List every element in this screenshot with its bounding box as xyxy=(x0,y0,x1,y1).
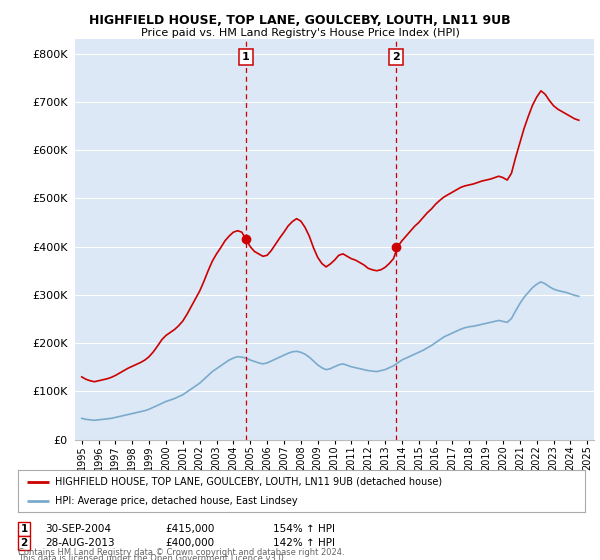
Text: £415,000: £415,000 xyxy=(165,524,214,534)
Text: 1: 1 xyxy=(242,52,250,62)
Text: 2: 2 xyxy=(20,538,28,548)
Text: This data is licensed under the Open Government Licence v3.0.: This data is licensed under the Open Gov… xyxy=(18,554,286,560)
Text: HIGHFIELD HOUSE, TOP LANE, GOULCEBY, LOUTH, LN11 9UB (detached house): HIGHFIELD HOUSE, TOP LANE, GOULCEBY, LOU… xyxy=(55,477,442,487)
Text: HPI: Average price, detached house, East Lindsey: HPI: Average price, detached house, East… xyxy=(55,496,298,506)
Text: Price paid vs. HM Land Registry's House Price Index (HPI): Price paid vs. HM Land Registry's House … xyxy=(140,28,460,38)
Text: HIGHFIELD HOUSE, TOP LANE, GOULCEBY, LOUTH, LN11 9UB: HIGHFIELD HOUSE, TOP LANE, GOULCEBY, LOU… xyxy=(89,14,511,27)
Text: 142% ↑ HPI: 142% ↑ HPI xyxy=(273,538,335,548)
Text: Contains HM Land Registry data © Crown copyright and database right 2024.: Contains HM Land Registry data © Crown c… xyxy=(18,548,344,557)
Text: 2: 2 xyxy=(392,52,400,62)
Text: 28-AUG-2013: 28-AUG-2013 xyxy=(45,538,115,548)
Text: 154% ↑ HPI: 154% ↑ HPI xyxy=(273,524,335,534)
Text: 30-SEP-2004: 30-SEP-2004 xyxy=(45,524,111,534)
Text: 1: 1 xyxy=(20,524,28,534)
Text: £400,000: £400,000 xyxy=(165,538,214,548)
